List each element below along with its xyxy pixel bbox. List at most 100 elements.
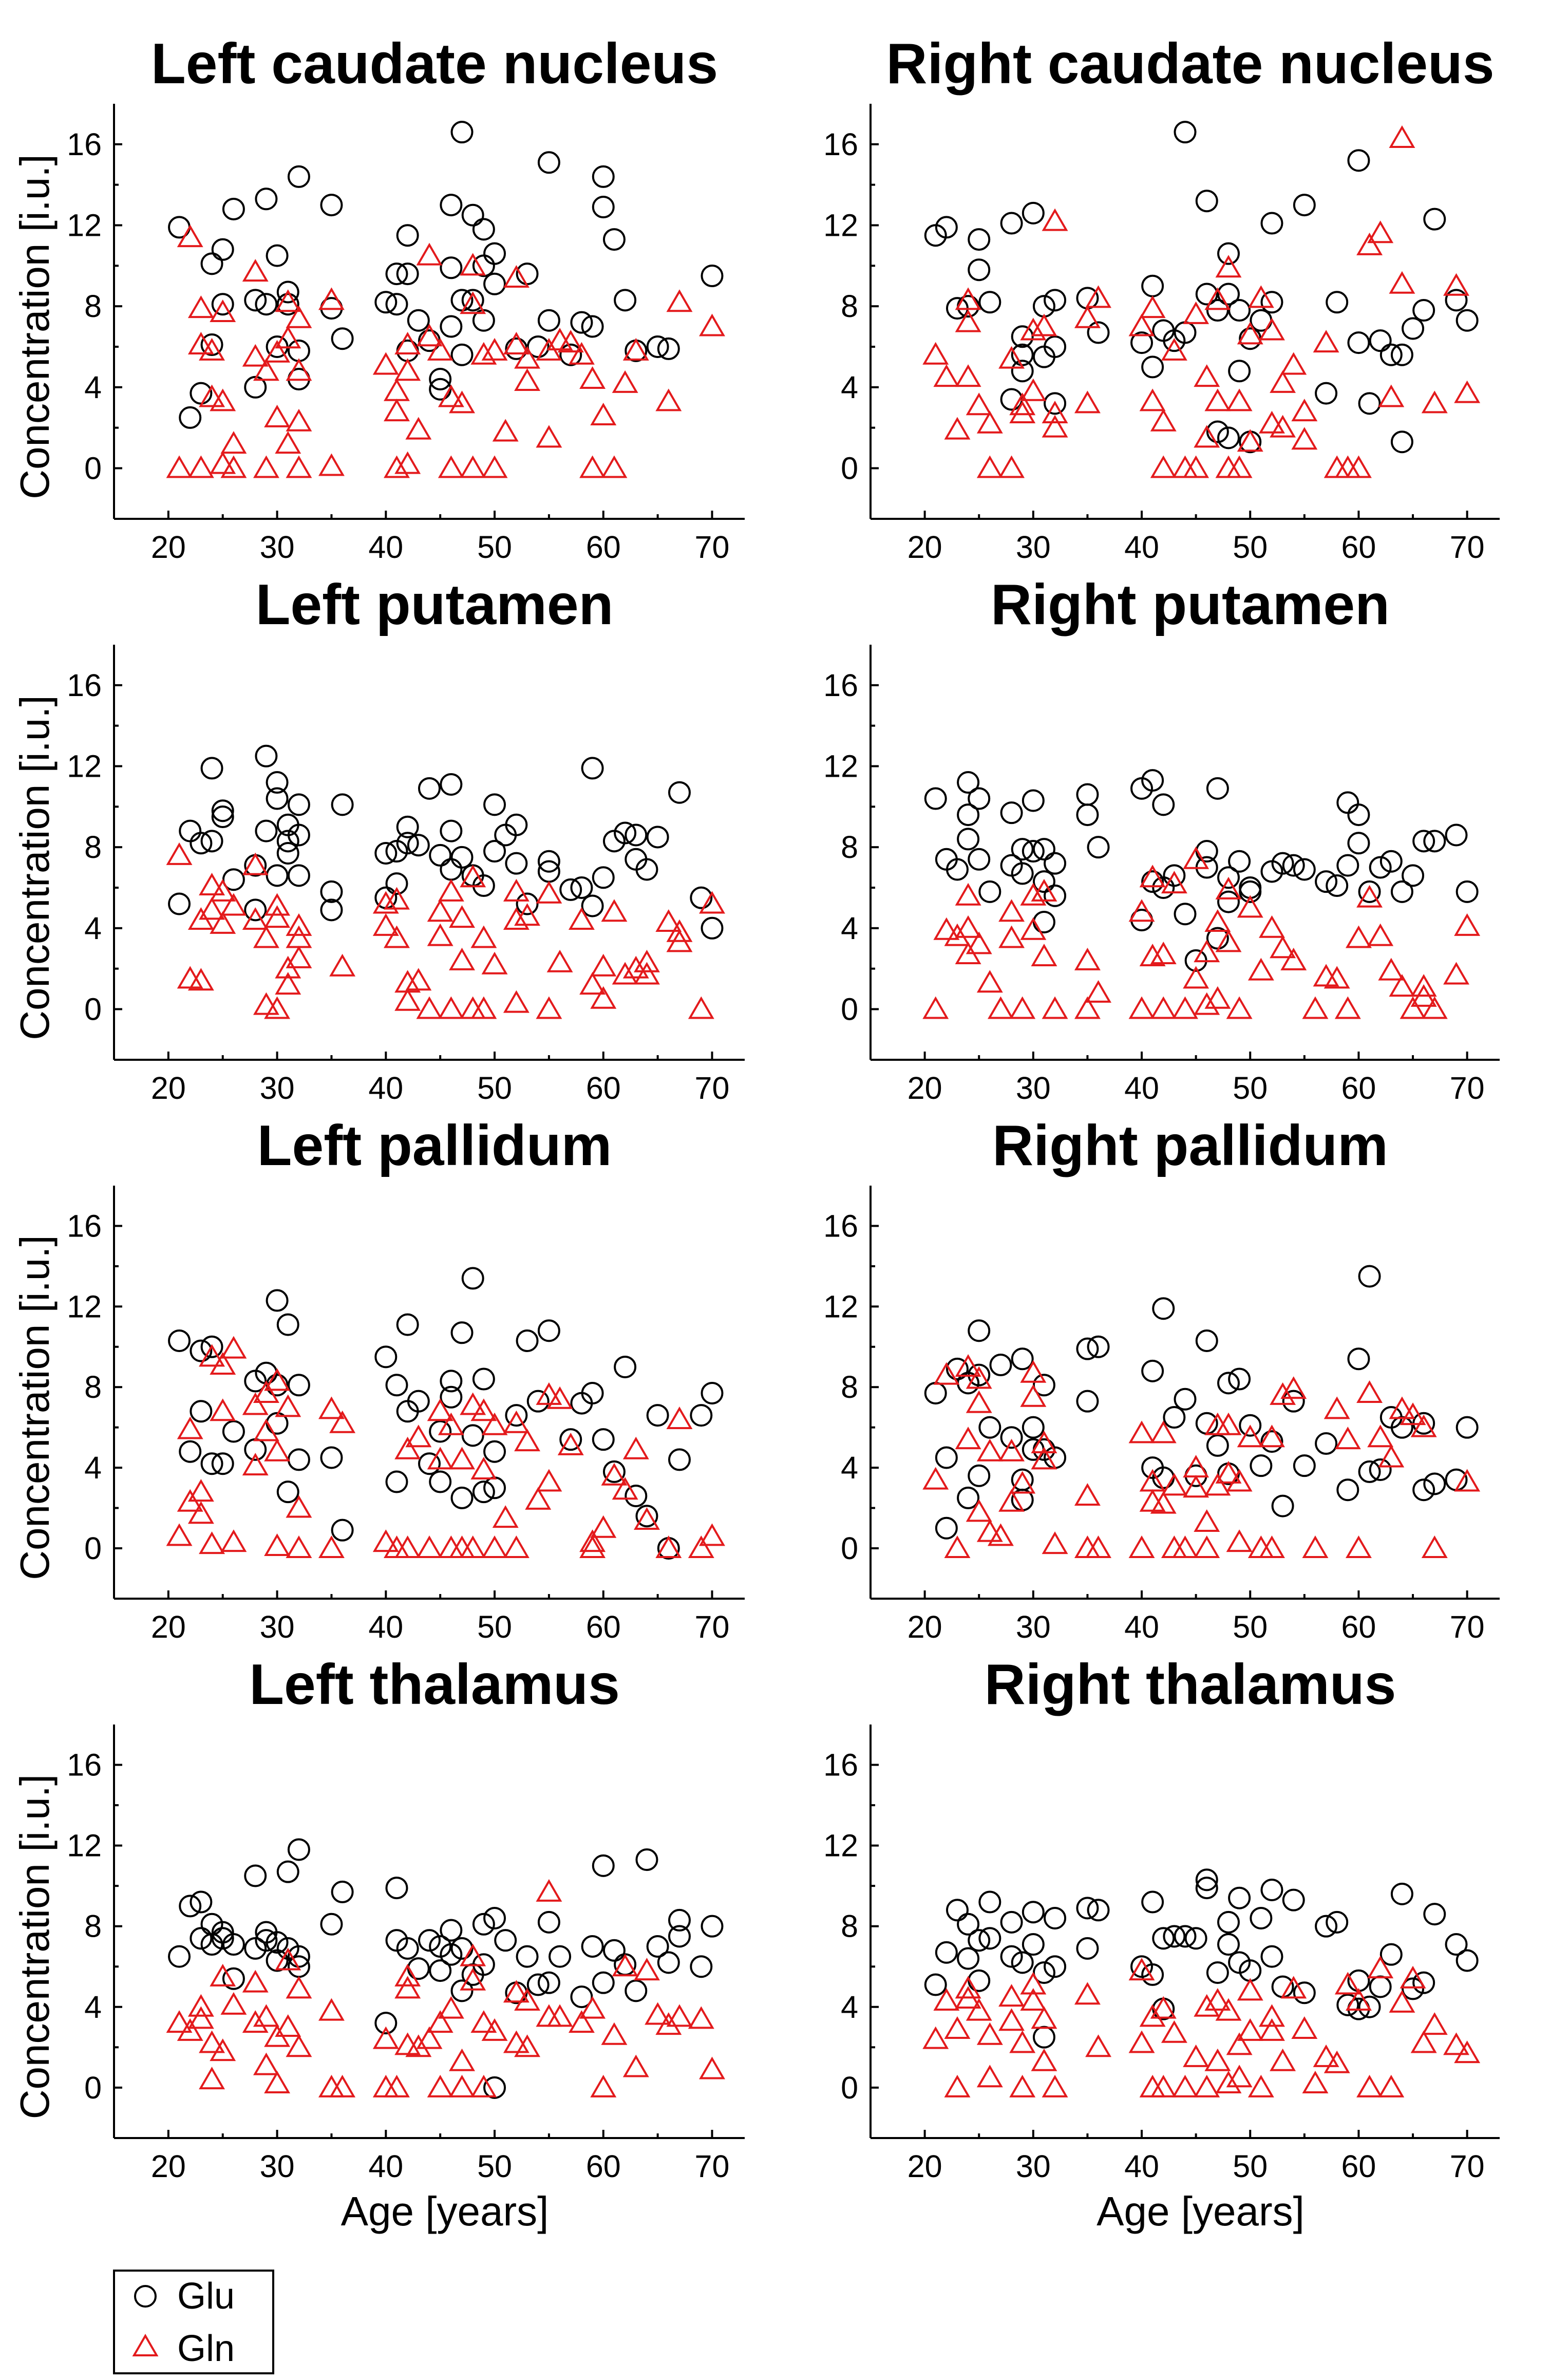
gln-point (318, 1396, 345, 1419)
glu-point (592, 196, 615, 219)
gln-point (1085, 1535, 1112, 1558)
gln-point (1324, 966, 1350, 989)
glu-point (374, 1345, 398, 1369)
glu-point (1347, 803, 1370, 827)
glu-point (1163, 1406, 1186, 1429)
gln-point (242, 2010, 269, 2033)
y-tick-label: 4 (841, 370, 858, 405)
gln-point (955, 309, 981, 332)
glu-point (1390, 1882, 1413, 1905)
gln-point (264, 996, 291, 1019)
glu-point (946, 1357, 969, 1380)
gln-point (1150, 1996, 1177, 2019)
gln-point (286, 358, 312, 381)
gln-point (449, 1447, 475, 1470)
gln-point (253, 992, 279, 1015)
gln-point (405, 417, 432, 440)
gln-point (503, 1980, 530, 2003)
glu-point (978, 1927, 1001, 1950)
gln-point (187, 2006, 214, 2029)
glu-point (701, 916, 724, 940)
gln-point (166, 2010, 193, 2033)
x-tick-label: 50 (477, 530, 512, 565)
glu-point (602, 228, 626, 251)
x-tick-label: 50 (477, 1071, 512, 1105)
glu-point (1076, 1390, 1099, 1413)
glu-point (211, 799, 234, 822)
x-tick-label: 70 (695, 1071, 730, 1105)
x-tick-label: 20 (908, 1609, 942, 1644)
gln-point (1215, 255, 1242, 278)
glu-point (1044, 289, 1067, 312)
gln-point (503, 265, 530, 288)
gln-point (187, 455, 214, 478)
panel-title: Right pallidum (992, 1114, 1388, 1177)
y-tick-label: 16 (823, 668, 858, 703)
gln-point (286, 455, 312, 478)
gln-point (1183, 455, 1209, 478)
series-gln (166, 842, 725, 1019)
gln-point (503, 1535, 530, 1558)
panel-title: Right caudate nucleus (886, 32, 1494, 96)
glu-point (1369, 856, 1392, 879)
glu-point (1260, 291, 1283, 314)
x-tick-label: 40 (368, 2149, 403, 2184)
gln-point (1258, 2018, 1285, 2041)
glu-point (396, 1313, 419, 1336)
gln-point (1291, 427, 1318, 450)
glu-point (1315, 870, 1338, 893)
panel-title: Right thalamus (985, 1653, 1396, 1716)
glu-point (1445, 1468, 1468, 1491)
glu-point (1206, 420, 1229, 443)
gln-point (503, 990, 530, 1013)
glu-point (1032, 870, 1055, 893)
gln-point (1334, 1427, 1361, 1450)
glu-point (440, 1385, 463, 1409)
gln-point (449, 905, 475, 928)
gln-point (253, 2052, 279, 2075)
gln-point (187, 1501, 214, 1524)
gln-point (1031, 878, 1057, 902)
x-tick-label: 60 (1341, 2149, 1376, 2184)
gln-point (1302, 1535, 1329, 1558)
gln-point (210, 451, 236, 474)
gln-point (1313, 2044, 1339, 2067)
glu-point (1260, 1879, 1283, 1901)
y-tick-label: 4 (841, 1990, 858, 2025)
gln-point (1226, 2065, 1253, 2088)
glu-point (1260, 212, 1283, 235)
gln-point (998, 346, 1025, 369)
glu-point (287, 864, 310, 887)
gln-point (622, 2054, 649, 2077)
gln-point (1313, 330, 1339, 353)
glu-point (190, 1339, 213, 1362)
gln-point (372, 913, 399, 936)
gln-point (405, 968, 432, 991)
gln-point (470, 996, 497, 1019)
series-glu (168, 1838, 724, 2099)
glu-point (440, 315, 463, 338)
gln-point (275, 2014, 301, 2037)
x-tick-label: 50 (1233, 1071, 1268, 1105)
x-tick-label: 40 (1124, 1071, 1159, 1105)
gln-point (514, 1988, 541, 2011)
panel-title: Left pallidum (257, 1114, 612, 1177)
glu-point (978, 291, 1001, 314)
glu-point (1011, 1951, 1034, 1974)
glu-point (602, 1460, 626, 1483)
glu-point (200, 1452, 223, 1475)
gln-point (460, 1967, 486, 1991)
x-tick-label: 20 (151, 1609, 186, 1644)
glu-point (450, 343, 474, 366)
gln-point (264, 1368, 291, 1391)
gln-point (1247, 285, 1274, 308)
glu-point (1152, 1297, 1175, 1320)
gln-point (1009, 401, 1036, 424)
gln-point (955, 883, 981, 906)
glu-point (592, 1854, 615, 1877)
glu-point (266, 1374, 289, 1397)
glu-point (668, 1448, 691, 1471)
gln-point (944, 417, 971, 440)
gln-point (1226, 1469, 1253, 1492)
glu-point (1206, 1434, 1229, 1457)
